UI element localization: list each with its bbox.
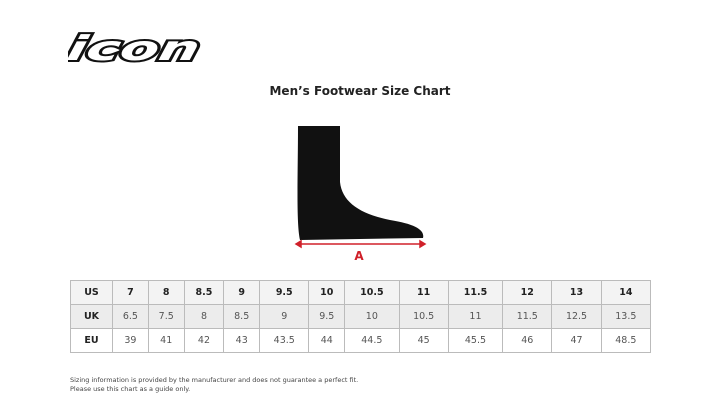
size-cell: 7.5 <box>147 304 185 329</box>
disclaimer: Sizing information is provided by the ma… <box>70 376 358 394</box>
size-cell: 11 <box>398 280 449 305</box>
icon-logo: icon <box>68 28 206 68</box>
disclaimer-line-2: Please use this chart as a guide only. <box>70 385 191 393</box>
table-row-us: US 7 8 8.5 9 9.5 10 10.5 11 11.5 12 13 14 <box>70 280 652 305</box>
measure-arrow <box>294 239 427 249</box>
size-cell: 44.5 <box>344 328 400 353</box>
size-cell: 42 <box>183 328 225 353</box>
size-cell: 9.5 <box>308 304 346 329</box>
size-cell: 11.5 <box>502 304 553 329</box>
size-cell: 9.5 <box>259 280 310 305</box>
size-cell: 8 <box>147 280 185 305</box>
size-cell: 44 <box>308 328 346 353</box>
row-header: EU <box>70 328 113 353</box>
size-cell: 43 <box>223 328 261 353</box>
size-cell: 8.5 <box>223 304 261 329</box>
row-header: US <box>70 280 113 305</box>
size-cell: 10.5 <box>398 304 449 329</box>
measure-label: A <box>354 249 364 262</box>
boot-silhouette <box>297 126 424 240</box>
size-cell: 10.5 <box>344 280 400 305</box>
size-cell: 9 <box>223 280 261 305</box>
size-cell: 6.5 <box>112 304 149 329</box>
size-cell: 13 <box>551 280 602 305</box>
size-cell: 8 <box>183 304 225 329</box>
size-table: US 7 8 8.5 9 9.5 10 10.5 11 11.5 12 13 14 UK 6.5 7.5 8 8.… <box>70 280 652 353</box>
disclaimer-line-1: Sizing information is provided by the ma… <box>70 376 359 384</box>
size-cell: 11.5 <box>447 280 504 305</box>
size-cell: 39 <box>112 328 149 353</box>
foot-diagram: A <box>294 126 427 262</box>
size-cell: 11 <box>447 304 504 329</box>
size-cell: 9 <box>259 304 310 329</box>
size-cell: 48.5 <box>600 328 652 353</box>
size-cell: 10 <box>344 304 400 329</box>
row-header: UK <box>70 304 113 329</box>
size-cell: 12 <box>502 280 553 305</box>
size-cell: 13.5 <box>600 304 652 329</box>
size-cell: 14 <box>600 280 652 305</box>
size-cell: 10 <box>308 280 346 305</box>
size-cell: 45.5 <box>447 328 504 353</box>
size-cell: 43.5 <box>259 328 310 353</box>
table-row-uk: UK 6.5 7.5 8 8.5 9 9.5 10 10.5 11 11.5 12.5 13.5 <box>70 304 652 329</box>
size-cell: 46 <box>502 328 553 353</box>
size-cell: 41 <box>147 328 185 353</box>
size-cell: 45 <box>398 328 449 353</box>
size-cell: 8.5 <box>183 280 225 305</box>
page-title: Men’s Footwear Size Chart <box>269 84 451 98</box>
size-cell: 7 <box>112 280 149 305</box>
table-row-eu: EU 39 41 42 43 43.5 44 44.5 45 45.5 46 47 48.5 <box>70 328 652 353</box>
size-cell: 47 <box>551 328 602 353</box>
size-cell: 12.5 <box>551 304 602 329</box>
svg-text:icon: icon <box>68 29 204 68</box>
